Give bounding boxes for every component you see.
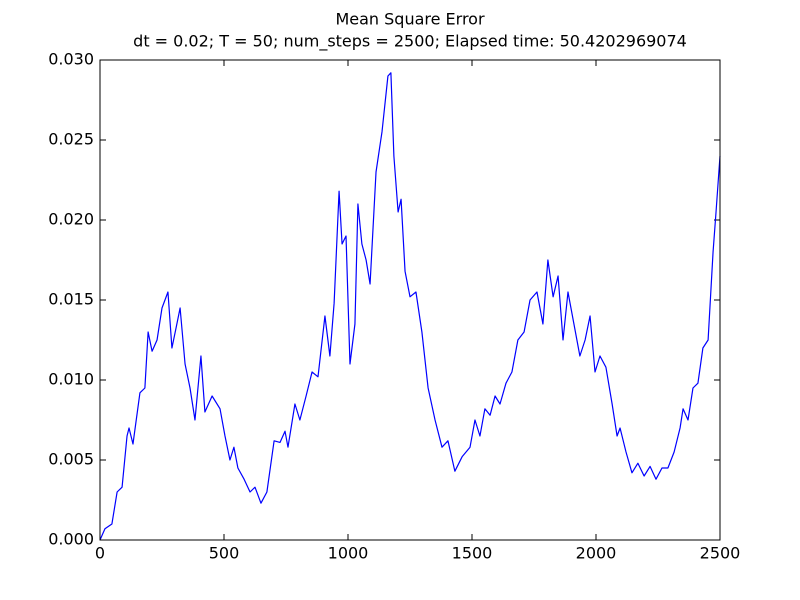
x-tick-label: 2000 [576,544,617,563]
chart-title: Mean Square Error [335,10,485,29]
y-tick-label: 0.025 [48,130,94,149]
data-line [99,72,721,541]
x-tick-label: 1000 [328,544,369,563]
x-tick-label: 2500 [700,544,741,563]
y-tick-label: 0.005 [48,450,94,469]
x-tick-label: 1500 [452,544,493,563]
x-tick-label: 0 [95,544,105,563]
plot-frame [99,59,721,541]
y-tick-label: 0.020 [48,210,94,229]
y-tick-label: 0.010 [48,370,94,389]
x-tick-label: 500 [209,544,240,563]
y-tick-label: 0.015 [48,290,94,309]
y-tick-label: 0.030 [48,50,94,69]
y-tick-label: 0.000 [48,530,94,549]
chart-subtitle: dt = 0.02; T = 50; num_steps = 2500; Ela… [133,32,687,52]
